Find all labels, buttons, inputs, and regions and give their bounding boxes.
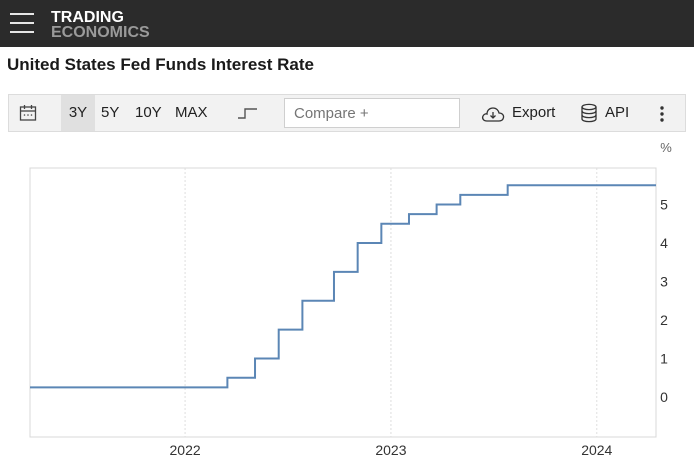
x-tick-label: 2023	[375, 442, 406, 458]
y-tick-label: 3	[660, 274, 668, 290]
rate-chart: 2022 2023 2024 0 1 2 3 4 5%	[29, 140, 672, 458]
y-unit-label: %	[660, 140, 672, 155]
data-point	[29, 386, 31, 388]
site-logo[interactable]: TRADING ECONOMICS	[51, 9, 150, 41]
data-point	[301, 300, 303, 302]
data-point	[408, 213, 410, 215]
x-tick-label: 2022	[170, 442, 201, 458]
cloud-download-icon	[481, 107, 505, 122]
step-chart-icon[interactable]	[237, 95, 261, 131]
data-point	[506, 184, 508, 186]
api-button[interactable]: API	[580, 95, 636, 131]
menu-icon[interactable]	[10, 13, 34, 33]
range-5y-button[interactable]: 5Y	[101, 104, 120, 121]
logo-line-2: ECONOMICS	[51, 24, 150, 41]
export-button[interactable]: Export	[481, 95, 555, 131]
data-point	[356, 242, 358, 244]
range-10y-button[interactable]: 10Y	[135, 104, 162, 121]
data-point	[226, 377, 228, 379]
chart-toolbar: 3Y 5Y 10Y MAX Export API	[8, 94, 686, 132]
top-bar: TRADING ECONOMICS	[0, 0, 694, 47]
y-tick-label: 5	[660, 197, 668, 213]
data-point	[278, 328, 280, 330]
database-icon	[581, 103, 597, 123]
compare-input[interactable]	[284, 98, 460, 128]
y-tick-label: 2	[660, 312, 668, 328]
data-point	[655, 184, 657, 186]
plot-frame	[29, 167, 657, 438]
x-tick-label: 2024	[581, 442, 612, 458]
chart-area: 2022 2023 2024 0 1 2 3 4 5%	[8, 132, 686, 462]
data-point	[380, 223, 382, 225]
y-tick-label: 4	[660, 235, 668, 251]
data-point	[333, 271, 335, 273]
rate-series-line	[30, 184, 656, 389]
api-label: API	[605, 104, 630, 121]
y-tick-label: 0	[660, 389, 668, 405]
export-label: Export	[512, 104, 556, 121]
range-max-button[interactable]: MAX	[175, 104, 208, 121]
calendar-icon[interactable]	[17, 95, 41, 131]
range-3y-button[interactable]: 3Y	[61, 95, 95, 131]
data-point	[254, 357, 256, 359]
data-point	[435, 203, 437, 205]
data-point	[459, 194, 461, 196]
y-tick-label: 1	[660, 351, 668, 367]
logo-line-1: TRADING	[51, 9, 124, 26]
page-title: United States Fed Funds Interest Rate	[7, 55, 314, 74]
more-options-icon[interactable]	[655, 95, 669, 131]
